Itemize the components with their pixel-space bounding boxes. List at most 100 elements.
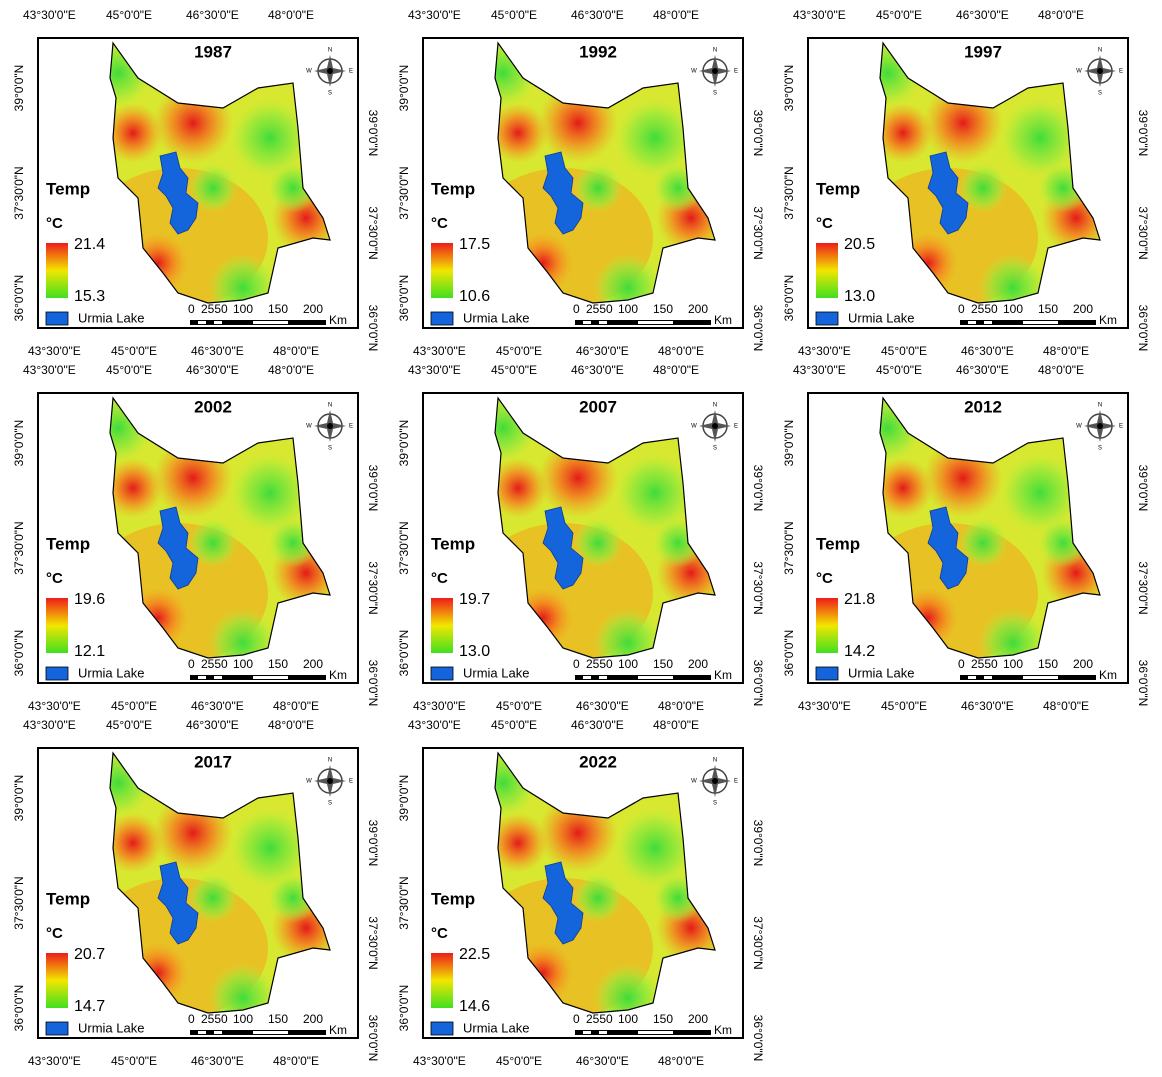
scale-tick-label: 200	[303, 302, 323, 316]
scale-tick-label: 200	[303, 1012, 323, 1026]
hot-spot	[880, 103, 933, 163]
legend-title: Temp	[46, 534, 90, 553]
scale-tick-label: 100	[618, 302, 638, 316]
cool-spot	[573, 163, 623, 213]
lon-label-top: 48°0'0"E	[1038, 363, 1084, 377]
north-arrow: N S E W	[306, 758, 353, 807]
lon-label-bottom: 46°30'0"E	[191, 344, 244, 358]
legend-max: 19.7	[459, 591, 490, 608]
scale-tick-label: 200	[688, 1012, 708, 1026]
urmia-lake	[157, 861, 199, 945]
scale-bar-segment	[1023, 321, 1058, 324]
lon-label-top: 46°30'0"E	[571, 718, 624, 732]
lat-label-right: 37°30'0"N	[366, 206, 380, 259]
panel-year: 2022	[579, 752, 617, 771]
lon-label-bottom: 45°0'0"E	[496, 344, 542, 358]
scale-tick-label: 100	[618, 1012, 638, 1026]
scale-bar-segment	[968, 321, 976, 324]
lon-label-top: 43°30'0"E	[23, 718, 76, 732]
lon-label-top: 48°0'0"E	[653, 363, 699, 377]
province-outline	[494, 41, 716, 304]
lon-label-top: 45°0'0"E	[106, 363, 152, 377]
scale-tick-label: 100	[1003, 657, 1023, 671]
scale-tick-label: 150	[653, 302, 673, 316]
lon-label-top: 45°0'0"E	[106, 8, 152, 22]
scale-tick-label: 2550	[586, 302, 613, 316]
lon-label-top: 48°0'0"E	[268, 363, 314, 377]
cool-spot	[208, 253, 278, 303]
compass-n: N	[328, 758, 332, 764]
lake-label: Urmia Lake	[463, 665, 529, 680]
urmia-lake	[542, 861, 584, 945]
legend-unit: °C	[816, 215, 833, 232]
legend-title: Temp	[816, 534, 860, 553]
panel-year: 1987	[194, 42, 232, 61]
lon-label-bottom: 45°0'0"E	[111, 699, 157, 713]
compass-n: N	[1098, 403, 1102, 409]
lat-label-right: 39°0'0"N	[751, 465, 765, 512]
lon-label-bottom: 46°30'0"E	[576, 344, 629, 358]
scale-bar-segment	[198, 1031, 206, 1034]
legend-unit: °C	[431, 215, 448, 232]
lat-label-right: 37°30'0"N	[366, 561, 380, 614]
scale-bar-segment	[968, 676, 976, 679]
compass-e: E	[1119, 69, 1123, 75]
scale-bar-segment	[984, 676, 992, 679]
urmia-lake	[542, 151, 584, 235]
lon-label-bottom: 43°30'0"E	[28, 699, 81, 713]
lat-label-left: 36°0'0"N	[12, 630, 26, 677]
map-panel: 1997 N S E W Temp °C 20.5 13.0 Urmia Lake 0 2550 100…	[782, 8, 1150, 358]
lon-label-top: 43°30'0"E	[408, 8, 461, 22]
lat-label-right: 36°0'0"N	[751, 305, 765, 352]
scale-unit: Km	[1099, 313, 1117, 327]
scale-tick-label: 0	[188, 1012, 195, 1026]
lat-label-right: 39°0'0"N	[1136, 465, 1150, 512]
lon-label-top: 43°30'0"E	[23, 8, 76, 22]
legend-min: 15.3	[74, 288, 105, 305]
hot-spot	[110, 813, 163, 873]
lat-label-right: 39°0'0"N	[1136, 110, 1150, 157]
legend-title: Temp	[431, 179, 475, 198]
legend-title: Temp	[816, 179, 860, 198]
lon-label-bottom: 48°0'0"E	[273, 699, 319, 713]
compass-s: S	[713, 801, 717, 807]
lon-label-bottom: 43°30'0"E	[28, 1054, 81, 1068]
lake-swatch	[815, 666, 839, 681]
scale-bar-segment	[638, 1031, 673, 1034]
scale-unit: Km	[329, 313, 347, 327]
lat-label-left: 39°0'0"N	[782, 420, 796, 467]
cool-spot	[188, 518, 238, 568]
scale-bar-segment	[253, 1031, 288, 1034]
lat-label-right: 36°0'0"N	[751, 1015, 765, 1062]
compass-n: N	[713, 403, 717, 409]
lon-label-bottom: 46°30'0"E	[576, 1054, 629, 1068]
lat-label-right: 37°30'0"N	[366, 916, 380, 969]
cool-spot	[958, 163, 1008, 213]
scale-tick-label: 200	[688, 657, 708, 671]
compass-s: S	[1098, 446, 1102, 452]
legend-unit: °C	[46, 925, 63, 942]
lon-label-bottom: 46°30'0"E	[191, 1054, 244, 1068]
scale-tick-label: 100	[618, 657, 638, 671]
scale-tick-label: 2550	[201, 657, 228, 671]
legend-ramp	[46, 598, 68, 653]
lat-label-right: 37°30'0"N	[1136, 561, 1150, 614]
legend-max: 21.8	[844, 591, 875, 608]
lat-label-left: 37°30'0"N	[12, 876, 26, 929]
lat-label-right: 36°0'0"N	[366, 305, 380, 352]
province-outline	[109, 41, 331, 304]
cool-spot	[573, 873, 623, 923]
urmia-lake	[927, 506, 969, 590]
legend-unit: °C	[816, 570, 833, 587]
compass-w: W	[306, 69, 312, 75]
lon-label-bottom: 45°0'0"E	[496, 1054, 542, 1068]
cool-spot	[593, 253, 663, 303]
scale-tick-label: 0	[958, 657, 965, 671]
scale-bar-segment	[599, 1031, 607, 1034]
lake-label: Urmia Lake	[78, 665, 144, 680]
lon-label-bottom: 43°30'0"E	[413, 699, 466, 713]
province-outline	[879, 396, 1101, 659]
map-panel: 2012 N S E W Temp °C 21.8 14.2 Urmia Lake 0 2550 100…	[782, 363, 1150, 713]
legend-min: 13.0	[844, 288, 875, 305]
scale-tick-label: 200	[1073, 302, 1093, 316]
